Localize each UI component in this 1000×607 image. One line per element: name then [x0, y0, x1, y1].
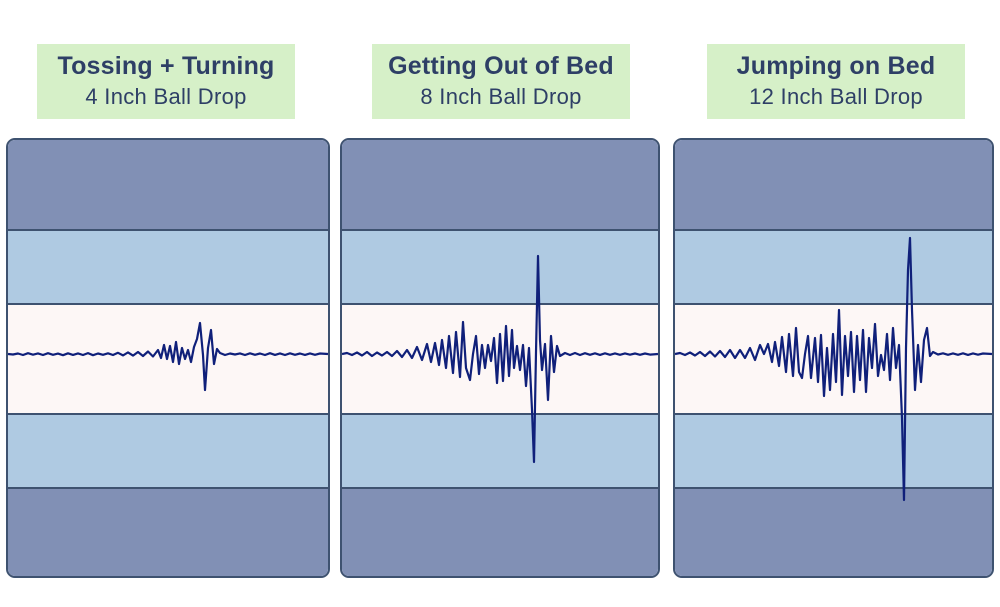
panel-2-svg: [342, 140, 658, 576]
panel-3-label: Jumping on Bed 12 Inch Ball Drop: [707, 44, 965, 119]
panel-1-subtitle: 4 Inch Ball Drop: [85, 84, 247, 109]
panel-1-graph: [6, 138, 330, 578]
band-bottom: [675, 488, 992, 576]
band-lower-mid: [342, 414, 658, 488]
band-center: [342, 304, 658, 414]
panel-1-title: Tossing + Turning: [57, 52, 275, 80]
vibration-waveform: [675, 236, 992, 502]
panel-1-label: Tossing + Turning 4 Inch Ball Drop: [37, 44, 295, 119]
band-top: [342, 140, 658, 230]
band-upper-mid: [342, 230, 658, 304]
panel-2-subtitle: 8 Inch Ball Drop: [420, 84, 582, 109]
panel-2-title: Getting Out of Bed: [388, 52, 614, 80]
band-lower-mid: [675, 414, 992, 488]
band-top: [675, 140, 992, 230]
band-lower-mid: [8, 414, 328, 488]
panel-3-subtitle: 12 Inch Ball Drop: [749, 84, 923, 109]
panel-2-graph: [340, 138, 660, 578]
panel-2-label: Getting Out of Bed 8 Inch Ball Drop: [372, 44, 630, 119]
panel-3-graph: [673, 138, 994, 578]
band-upper-mid: [675, 230, 992, 304]
band-upper-mid: [8, 230, 328, 304]
band-bottom: [8, 488, 328, 576]
panel-1-svg: [8, 140, 328, 576]
band-top: [8, 140, 328, 230]
vibration-waveform: [8, 321, 328, 392]
panel-3-title: Jumping on Bed: [736, 52, 936, 80]
band-bottom: [342, 488, 658, 576]
vibration-waveform: [342, 254, 658, 464]
panel-3-svg: [675, 140, 992, 576]
